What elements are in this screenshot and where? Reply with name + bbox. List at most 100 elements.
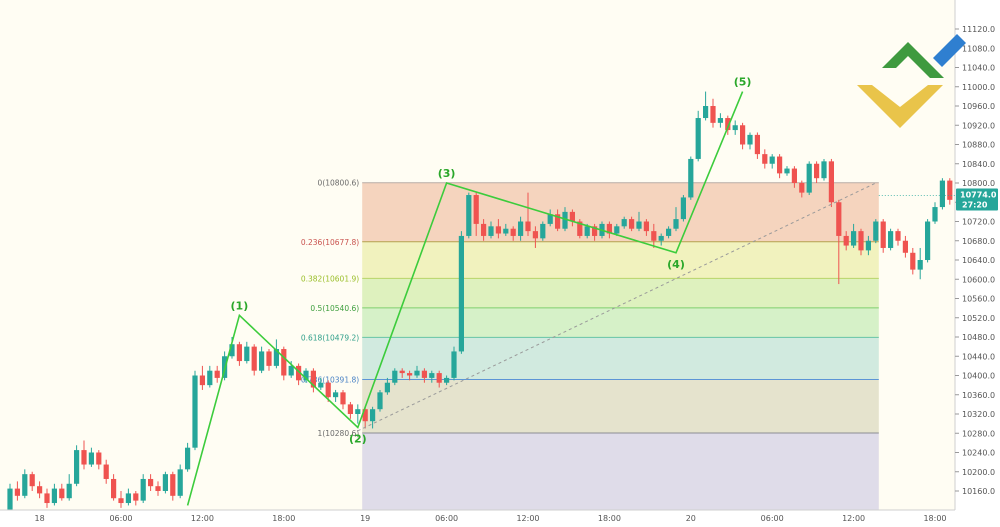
candles [7,91,982,516]
candle-body [540,223,546,239]
candle-body [917,260,923,270]
x-axis: 18 06:00 12:00 18:00 19 06:00 12:00 18:00 20 06:0… [0,509,1000,527]
candle-body [925,221,931,260]
x-tick-label: 12:00 [842,514,865,523]
candle-body [355,409,361,414]
candle-body [37,486,43,494]
candle-body [414,370,420,376]
candle-body [651,231,657,241]
x-tick-label: 06:00 [109,514,132,523]
y-tick-label: 10400.0 [962,372,995,381]
candle-body [873,221,879,241]
candle-body [81,450,87,465]
candle-body [88,452,94,465]
candle-body [133,493,139,501]
y-tick-label: 10360.0 [962,391,995,400]
candle-body [562,211,568,229]
y-tick-label: 10880.0 [962,141,995,150]
candle-body [162,474,168,491]
candle-body [717,118,723,123]
candle-body [281,349,287,376]
y-tick-label: 10960.0 [962,102,995,111]
candle-body [236,344,242,362]
candle-body [710,106,716,123]
candle-body [488,226,494,236]
candle-body [140,478,146,501]
y-axis-panel [955,0,1000,527]
candle-body [347,404,353,414]
candle-body [799,183,805,193]
fib-level-label: 0(10800.6) [318,179,360,188]
candle-body [148,478,154,487]
candle-body [754,134,760,155]
wave-label: (3) [438,167,456,180]
candle-body [44,493,50,504]
y-tick-label: 10600.0 [962,275,995,284]
candle-body [155,486,161,491]
x-tick-label: 18:00 [923,514,946,523]
y-tick-label: 10560.0 [962,295,995,304]
y-tick-label: 10280.0 [962,429,995,438]
y-tick-label: 10800.0 [962,179,995,188]
fib-level-label: 0.382(10601.9) [301,274,359,283]
x-tick-label: 06:00 [435,514,458,523]
candle-body [851,231,857,246]
candle-body [51,488,57,504]
candle-body [902,240,908,253]
candle-body [273,349,279,366]
candle-body [629,219,635,229]
fibonacci-retracement: 0(10800.6) 0.236(10677.8) 0.382(10601.9) 0.… [301,179,879,510]
candle-body [547,214,553,224]
candle-body [777,156,783,174]
fib-level-label: 0.5(10540.6) [310,304,359,313]
fib-zone [362,182,879,242]
candle-body [510,228,516,236]
candle-body [828,161,834,203]
candle-body [606,223,612,234]
candle-body [814,163,820,179]
fib-zone [362,432,879,510]
candle-body [251,346,257,371]
candle-body [207,370,213,386]
y-tick-label: 10320.0 [962,410,995,419]
candle-body [784,168,790,174]
candle-body [407,373,413,376]
candle-body [74,450,80,484]
candle-body [703,106,709,119]
candle-body [421,370,427,378]
candle-body [310,370,316,388]
candle-body [229,344,235,357]
candle-body [673,219,679,229]
candle-body [170,474,176,496]
candle-body [658,235,664,241]
y-tick-label: 10720.0 [962,218,995,227]
candle-body [296,365,302,381]
candle-body [96,452,102,465]
y-tick-label: 10520.0 [962,314,995,323]
candle-body [466,195,472,236]
candle-body [177,469,183,496]
candle-body [888,231,894,248]
logo-green-chevron [882,42,944,78]
y-tick-label: 10840.0 [962,160,995,169]
candle-body [680,197,686,220]
candle-body [429,373,435,378]
candle-body [910,252,916,270]
candle-body [22,474,28,496]
fib-zone [362,337,879,380]
candle-body [199,375,205,386]
wave-lines: (1) (2) (3) (4) (5) [186,76,877,506]
candle-body [333,392,339,398]
candle-body [266,351,272,366]
candle-body [555,214,561,229]
candle-body [377,392,383,410]
candle-body [7,488,13,511]
fib-zone [362,278,879,308]
candle-body [192,375,198,448]
candle-body [858,231,864,251]
candle-body [318,382,324,388]
candle-body [59,488,65,499]
candle-body [118,498,124,504]
candle-body [732,125,738,131]
